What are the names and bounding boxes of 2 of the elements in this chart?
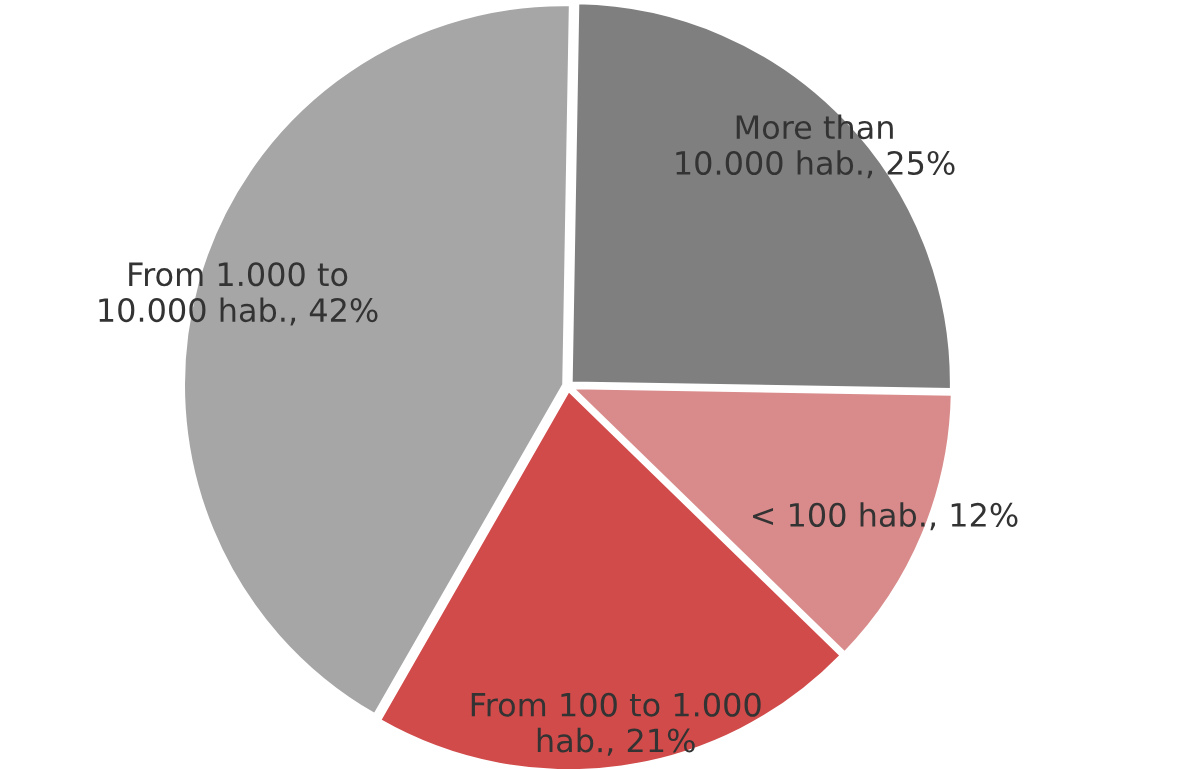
slice-label: From 1.000 to 10.000 hab., 42% [99, 262, 378, 326]
slice-label: From 100 to 1.000 hab., 21% [471, 692, 761, 756]
